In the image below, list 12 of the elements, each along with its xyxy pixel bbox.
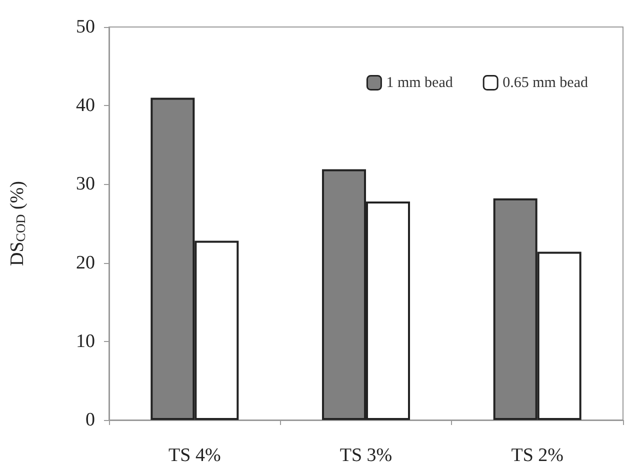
- y-tick-label: 30: [76, 174, 95, 195]
- y-axis-title: DSCOD (%): [7, 181, 28, 266]
- x-tick-label: TS 2%: [511, 445, 564, 466]
- y-tick-label: 50: [76, 16, 95, 38]
- x-tick-label: TS 3%: [340, 445, 392, 466]
- y-tick-label: 40: [76, 95, 95, 116]
- y-tick-label: 0: [86, 410, 95, 430]
- legend-label: 0.65 mm bead: [502, 74, 588, 91]
- y-tick-label: 20: [76, 252, 95, 274]
- y-tick-label: 10: [76, 330, 95, 352]
- x-tick-label: TS 4%: [168, 445, 221, 466]
- legend-label: 1 mm bead: [386, 74, 454, 91]
